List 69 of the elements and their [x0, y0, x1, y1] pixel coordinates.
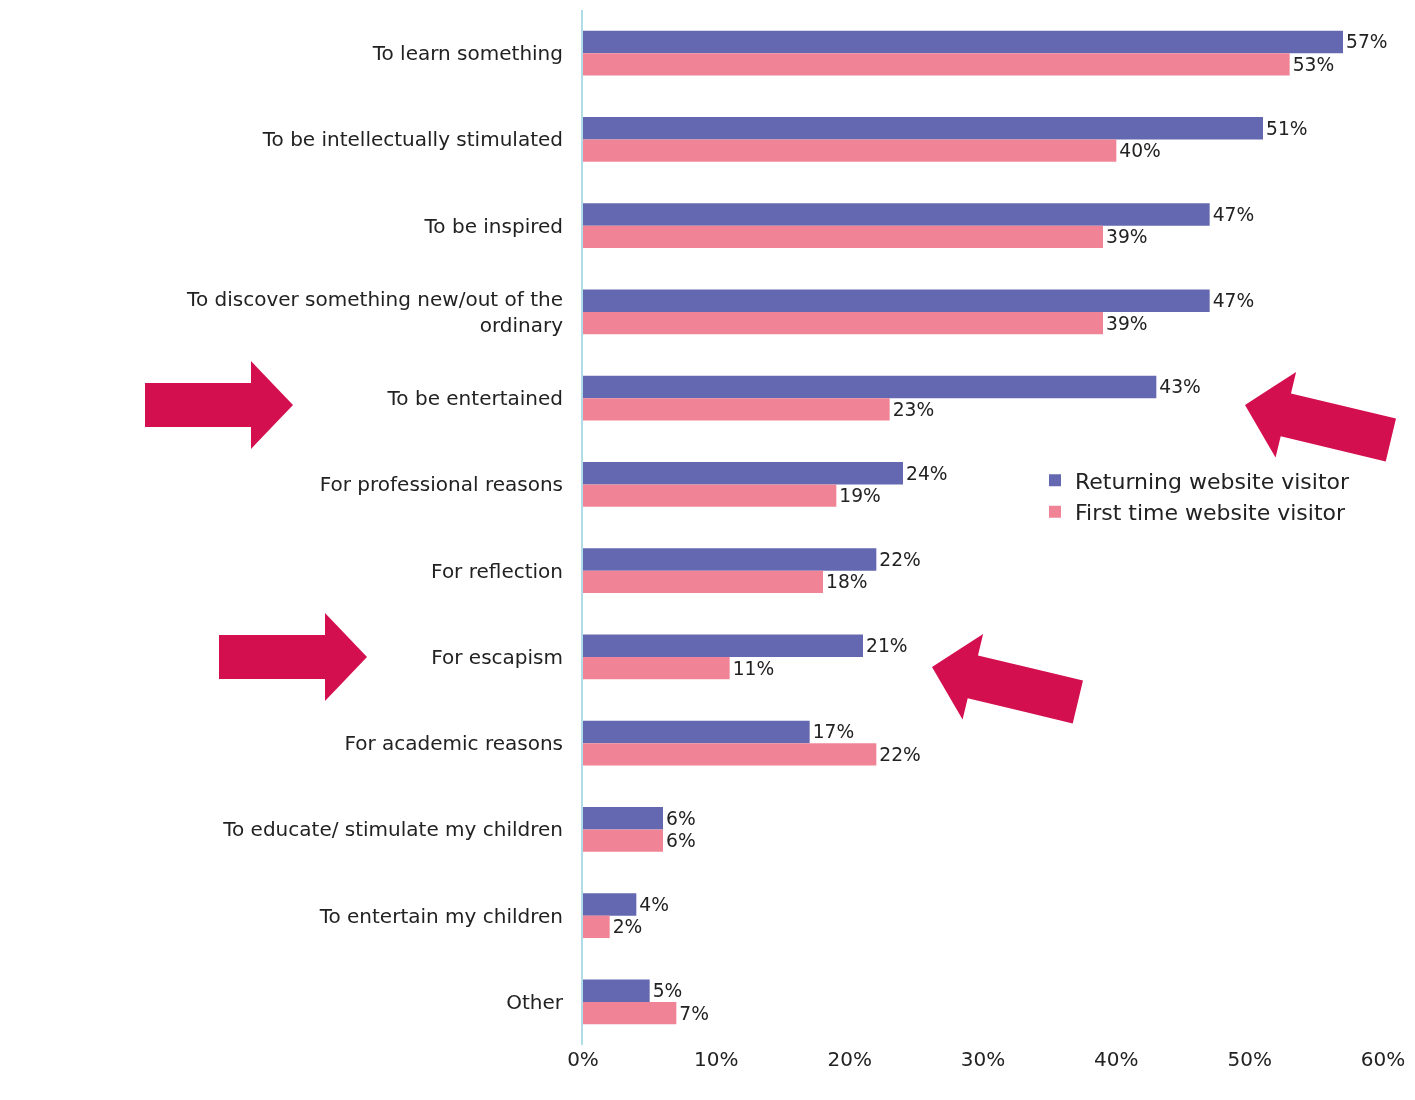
y-tick-label: For reflection — [431, 558, 563, 583]
bar — [583, 915, 610, 939]
data-label: 11% — [732, 657, 775, 679]
data-label: 6% — [666, 807, 696, 829]
bar — [583, 806, 663, 830]
x-tick-label: 30% — [960, 1047, 1006, 1071]
bar — [583, 461, 903, 485]
bar — [583, 570, 823, 594]
data-label: 22% — [879, 743, 921, 765]
data-label: 6% — [666, 830, 696, 852]
data-label: 47% — [1212, 203, 1255, 225]
data-label: 19% — [839, 485, 881, 507]
y-tick-label: For academic reasons — [344, 731, 563, 756]
bar — [583, 116, 1263, 140]
bar — [583, 484, 837, 507]
data-label: 39% — [1106, 226, 1148, 248]
legend-label: Returning website visitor — [1075, 468, 1351, 494]
bar — [583, 720, 810, 744]
y-tick-label: To educate/ stimulate my children — [222, 817, 563, 842]
bar — [583, 743, 877, 766]
y-tick-label: To be entertained — [386, 386, 563, 411]
x-tick-label: 50% — [1227, 1047, 1272, 1071]
bar — [583, 548, 877, 571]
data-label: 23% — [892, 398, 935, 420]
bar — [583, 203, 1210, 226]
bar — [583, 375, 1157, 399]
data-label: 18% — [826, 571, 868, 593]
data-label: 22% — [879, 548, 921, 570]
legend-label: First time website visitor — [1075, 500, 1346, 526]
bar — [583, 979, 650, 1002]
bar — [583, 829, 663, 852]
y-tick-label: To be inspired — [423, 213, 563, 238]
y-tick-label: For escapism — [431, 644, 563, 669]
x-tick-label: 20% — [827, 1047, 872, 1071]
data-label: 39% — [1106, 312, 1148, 334]
y-tick-label: To learn something — [371, 41, 563, 66]
bar — [583, 893, 637, 916]
data-label: 47% — [1212, 290, 1255, 312]
bar — [583, 53, 1290, 76]
data-label: 4% — [639, 893, 669, 915]
y-tick-label: Other — [506, 989, 564, 1014]
data-label: 17% — [812, 721, 855, 743]
y-tick-label: For professional reasons — [319, 472, 563, 497]
data-label: 7% — [679, 1002, 709, 1024]
bar — [583, 1001, 677, 1025]
x-tick-label: 0% — [567, 1047, 599, 1071]
bar — [583, 656, 730, 680]
data-label: 21% — [866, 635, 908, 657]
bar — [583, 289, 1210, 312]
data-label: 53% — [1292, 53, 1335, 75]
y-tick-label: To discover something new/out of the ordinary — [186, 286, 564, 337]
bar — [583, 634, 863, 657]
x-tick-label: 10% — [694, 1047, 739, 1071]
bar — [583, 225, 1103, 249]
bar — [583, 139, 1117, 162]
data-label: 40% — [1119, 140, 1161, 162]
bar — [583, 398, 890, 421]
bar — [583, 30, 1343, 54]
y-tick-label: To be intellectually stimulated — [261, 127, 563, 152]
data-label: 5% — [652, 980, 683, 1002]
data-label: 2% — [612, 916, 643, 938]
y-tick-label: To entertain my children — [318, 903, 563, 928]
x-tick-label: 40% — [1094, 1047, 1139, 1071]
data-label: 43% — [1159, 376, 1201, 398]
data-label: 24% — [906, 462, 948, 484]
data-label: 51% — [1266, 117, 1308, 139]
x-tick-label: 60% — [1360, 1047, 1406, 1071]
data-label: 57% — [1346, 31, 1388, 53]
bar — [583, 311, 1103, 335]
